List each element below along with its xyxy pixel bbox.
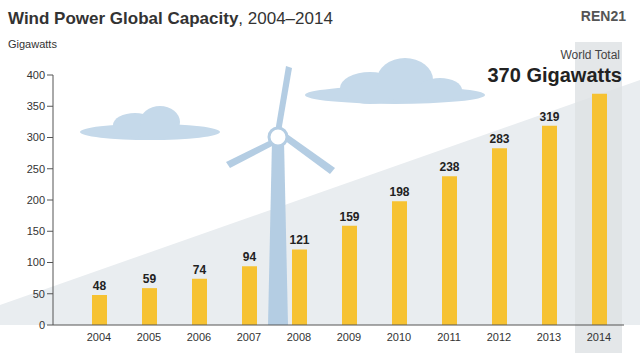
svg-text:2009: 2009 [337,331,361,343]
html-text:370 Gigawatts: 370 Gigawatts [487,64,622,86]
svg-text:2008: 2008 [287,331,311,343]
svg-text:283: 283 [489,132,509,146]
html-text:Gigawatts: Gigawatts [8,38,57,50]
svg-text:319: 319 [539,110,559,124]
svg-text:2004: 2004 [87,331,111,343]
svg-text:2014: 2014 [587,331,611,343]
svg-text:2013: 2013 [537,331,561,343]
svg-text:159: 159 [339,210,359,224]
svg-text:200: 200 [27,194,45,206]
svg-text:74: 74 [193,263,207,277]
html-text:World Total: World Total [560,48,620,62]
svg-text:238: 238 [439,160,459,174]
svg-text:100: 100 [27,256,45,268]
svg-text:350: 350 [27,100,45,112]
svg-text:2010: 2010 [387,331,411,343]
svg-text:2005: 2005 [137,331,161,343]
svg-text:2011: 2011 [437,331,461,343]
svg-text:0: 0 [39,319,45,331]
svg-text:121: 121 [289,233,309,247]
svg-text:50: 50 [33,288,45,300]
html-text:REN21: REN21 [580,8,626,24]
svg-text:48: 48 [93,279,107,293]
svg-text:198: 198 [389,185,409,199]
svg-text:400: 400 [27,69,45,81]
svg-text:2007: 2007 [237,331,261,343]
svg-text:2006: 2006 [187,331,211,343]
svg-text:2012: 2012 [487,331,511,343]
svg-text:94: 94 [243,250,257,264]
html-text:Wind Power Global Capacity, 20: Wind Power Global Capacity, 2004–2014 [8,9,333,28]
svg-text:250: 250 [27,163,45,175]
svg-text:300: 300 [27,131,45,143]
svg-text:150: 150 [27,225,45,237]
svg-text:59: 59 [143,272,157,286]
